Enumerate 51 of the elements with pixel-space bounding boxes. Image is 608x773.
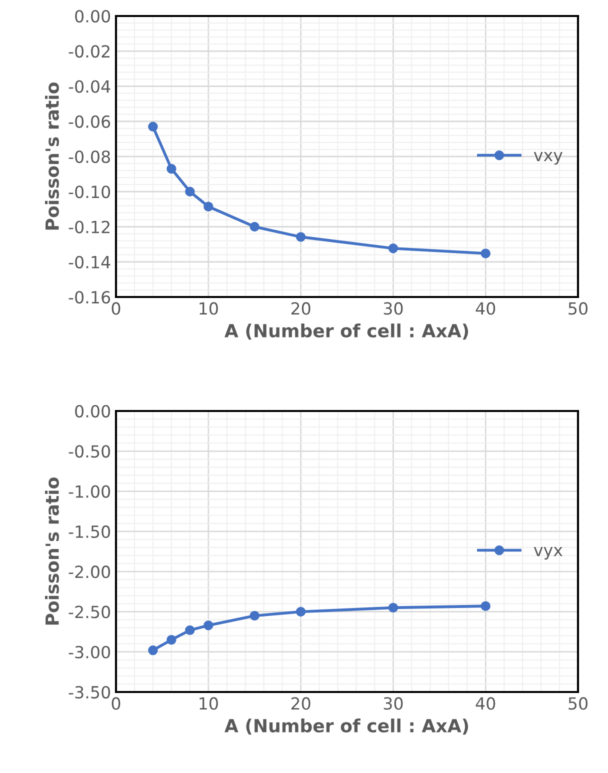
point (388, 602, 398, 613)
y-tick-label: -2.00 (68, 566, 110, 578)
y-tick-label: -0.10 (68, 186, 110, 198)
x-tick-label: 20 (291, 697, 310, 710)
y-tick-label: -2.50 (68, 606, 110, 618)
x-tick-label: 10 (200, 697, 218, 710)
point (166, 634, 176, 645)
y-tick-label: -3.00 (68, 646, 110, 658)
y-tick-label: -0.06 (68, 115, 110, 128)
y-tick-label: -0.02 (68, 45, 110, 58)
x-tick-label: 50 (568, 302, 588, 315)
y-tick-label: 0.00 (75, 404, 110, 418)
point (250, 610, 260, 621)
legend-label: vyx (534, 546, 562, 560)
x-axis-title: A (Number of cell : AxA) (224, 718, 468, 735)
x-tick-label: 0 (112, 302, 120, 315)
y-tick-label: -0.16 (68, 290, 110, 304)
y-tick-label: -1.00 (68, 485, 110, 498)
x-tick-label: 30 (384, 697, 403, 710)
y-tick-label: -0.50 (68, 445, 110, 458)
point (388, 243, 398, 254)
y-axis-title: Poisson's ratio (44, 82, 59, 230)
x-tick-label: 0 (112, 697, 120, 710)
x-axis-title: A (Number of cell : AxA) (224, 324, 468, 340)
point (296, 606, 306, 617)
y-tick-label: -0.12 (68, 220, 110, 234)
point (204, 202, 214, 212)
point (480, 248, 490, 258)
point (250, 222, 260, 232)
point (185, 625, 195, 636)
point (296, 232, 306, 242)
y-tick-label: 0.00 (75, 10, 110, 23)
y-tick-label: -1.50 (68, 525, 110, 538)
point (166, 164, 176, 174)
x-tick-label: 40 (476, 302, 496, 315)
x-tick-label: 10 (200, 302, 218, 315)
point (204, 620, 214, 630)
point (148, 122, 158, 132)
y-tick-label: -0.14 (68, 256, 110, 268)
x-tick-label: 30 (384, 302, 403, 315)
y-tick-label: -3.50 (68, 686, 110, 699)
point (185, 186, 195, 196)
x-tick-label: 50 (568, 697, 588, 710)
y-axis-title: Poisson's ratio (44, 478, 59, 625)
point (480, 601, 490, 611)
y-tick-label: -0.04 (68, 80, 110, 93)
y-tick-label: -0.08 (68, 150, 110, 164)
legend-label: vxy (534, 152, 562, 165)
x-tick-label: 20 (291, 302, 310, 315)
point (148, 645, 158, 656)
x-tick-label: 40 (476, 697, 496, 710)
